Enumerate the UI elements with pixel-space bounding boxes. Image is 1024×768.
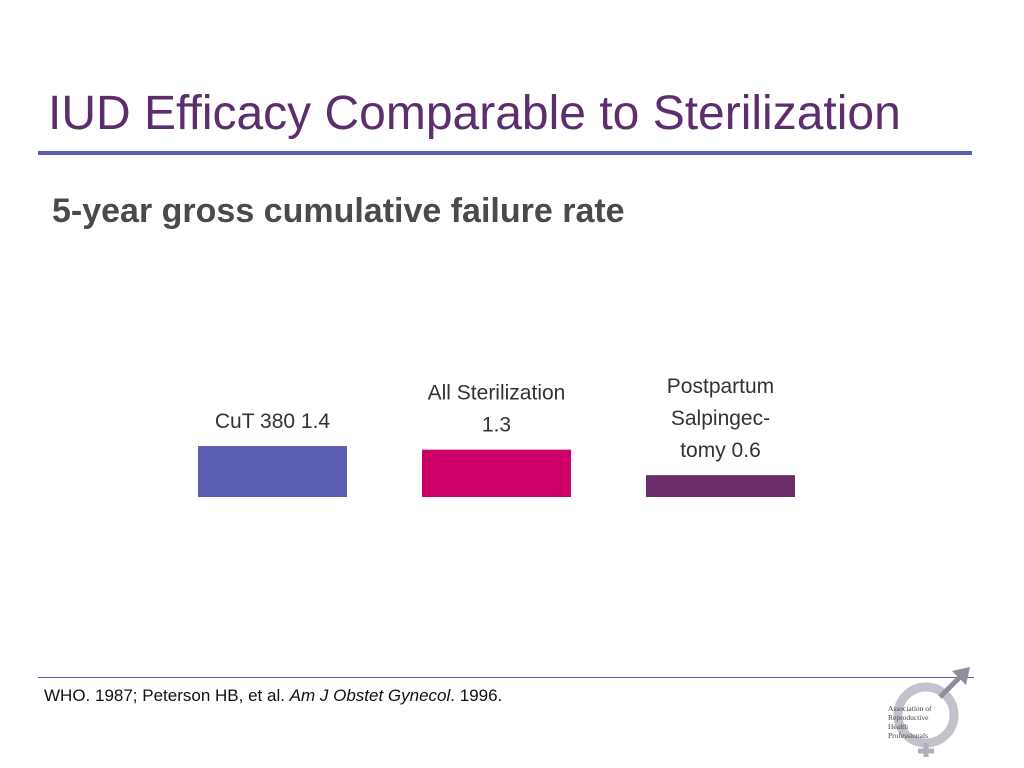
logo-text-line-2: Reproductive [888,713,929,722]
bar-2-label-line-1: All Sterilization [428,382,566,405]
title-divider [38,151,972,155]
bar-1 [198,446,347,497]
logo-text-line-3: Health [888,722,908,731]
bar-3-label-line-3: tomy 0.6 [680,439,761,462]
footer-divider [38,677,974,678]
chart-subtitle: 5-year gross cumulative failure rate [52,192,625,230]
bar-3-label-line-2: Salpingec- [671,407,770,430]
bar-2-label-line-2: 1.3 [482,414,511,437]
slide-title: IUD Efficacy Comparable to Sterilization [48,87,901,140]
logo-text-line-4: Professionals [888,731,928,740]
arhp-logo: Association ofReproductiveHealthProfessi… [888,667,970,757]
citation-prefix: WHO. 1987; Peterson HB, et al. [44,686,290,705]
bar-2 [422,449,571,497]
logo-arrow-head [952,667,970,685]
logo-text-line-1: Association of [888,704,932,713]
citation-journal: Am J Obstet Gynecol [289,686,451,705]
bar-3-label-line-1: Postpartum [667,375,774,398]
bar-3 [646,475,795,497]
citation-suffix: . 1996. [450,686,503,705]
citation: WHO. 1987; Peterson HB, et al. Am J Obst… [44,686,502,706]
bar-1-label-line-1: CuT 380 1.4 [215,410,331,433]
